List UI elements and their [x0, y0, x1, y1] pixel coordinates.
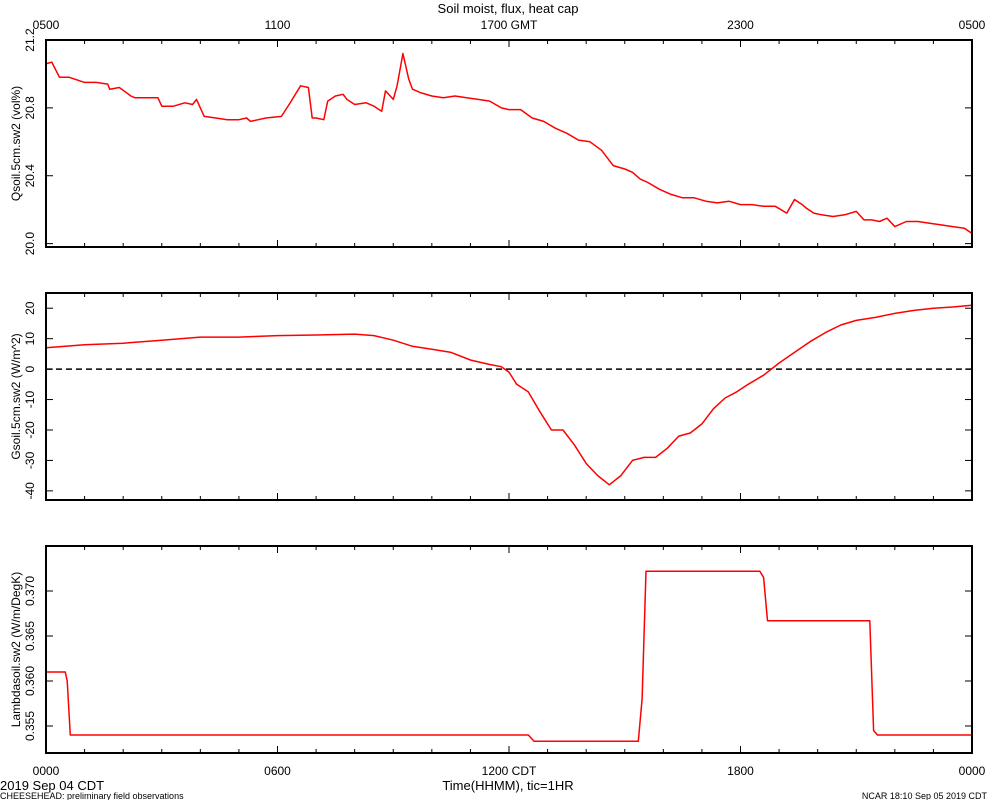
- y-tick-label: 10: [23, 332, 37, 346]
- y-tick-label: 0: [23, 365, 37, 372]
- panel-1: 20.0 20.4 20.8 21.2 Qsoil.5cm.sw2 (vol%): [9, 28, 973, 256]
- y-axis-label: Qsoil.5cm.sw2 (vol%): [9, 86, 23, 201]
- panel-2: -40 -30 -20 -10 0 10 20 Gsoil.5cm.sw2 (W/m^2): [9, 292, 973, 501]
- footer-right: NCAR 18:10 Sep 05 2019 CDT: [862, 791, 988, 800]
- y-tick-label: 20.0: [23, 232, 37, 256]
- y-tick-label: -40: [23, 482, 37, 500]
- y-tick-label: -10: [23, 391, 37, 409]
- chart-title: Soil moist, flux, heat cap: [438, 1, 579, 16]
- date-label: 2019 Sep 04 CDT: [0, 778, 104, 793]
- y-axis-label: Gsoil.5cm.sw2 (W/m^2): [9, 333, 23, 459]
- top-axis-tick-label: 2300: [727, 18, 754, 32]
- y-tick-label: 0.370: [23, 576, 37, 606]
- top-axis-labels: 0500 1100 1700 GMT 2300 0500: [33, 18, 986, 32]
- plot-frame: [45, 292, 973, 501]
- y-tick-label: 20.4: [23, 164, 37, 188]
- y-tick-label: 0.360: [23, 666, 37, 696]
- top-axis-tick-label: 1700 GMT: [481, 18, 538, 32]
- y-axis-label: Lambdasoil.sw2 (W/m/DegK): [9, 572, 23, 727]
- y-tick-label: 0.365: [23, 621, 37, 651]
- x-axis-label: Time(HHMM), tic=1HR: [442, 778, 573, 793]
- y-tick-label: -20: [23, 421, 37, 439]
- bottom-axis-tick-label: 1800: [727, 764, 754, 778]
- series-line: [46, 570, 972, 743]
- top-axis-tick-label: 0500: [33, 18, 60, 32]
- y-tick-label: 20.8: [23, 96, 37, 120]
- series-line: [45, 304, 973, 486]
- y-tick-label: -30: [23, 451, 37, 469]
- top-axis-tick-label: 0500: [959, 18, 986, 32]
- y-tick-label: 20: [23, 301, 37, 315]
- series-line: [45, 52, 973, 235]
- plot-frame: [45, 39, 973, 248]
- bottom-axis-tick-label: 0000: [33, 764, 60, 778]
- y-tick-label: 0.355: [23, 711, 37, 741]
- bottom-axis-tick-label: 1200 CDT: [482, 764, 537, 778]
- y-tick-label: 21.2: [23, 28, 37, 52]
- bottom-axis-labels: 0000 0600 1200 CDT 1800 0000: [33, 764, 986, 778]
- top-axis-tick-label: 1100: [265, 18, 291, 32]
- bottom-axis-tick-label: 0000: [959, 764, 986, 778]
- plot-frame: [45, 545, 973, 754]
- bottom-axis-tick-label: 0600: [264, 764, 291, 778]
- footer-left: CHEESEHEAD: preliminary field observatio…: [0, 791, 184, 800]
